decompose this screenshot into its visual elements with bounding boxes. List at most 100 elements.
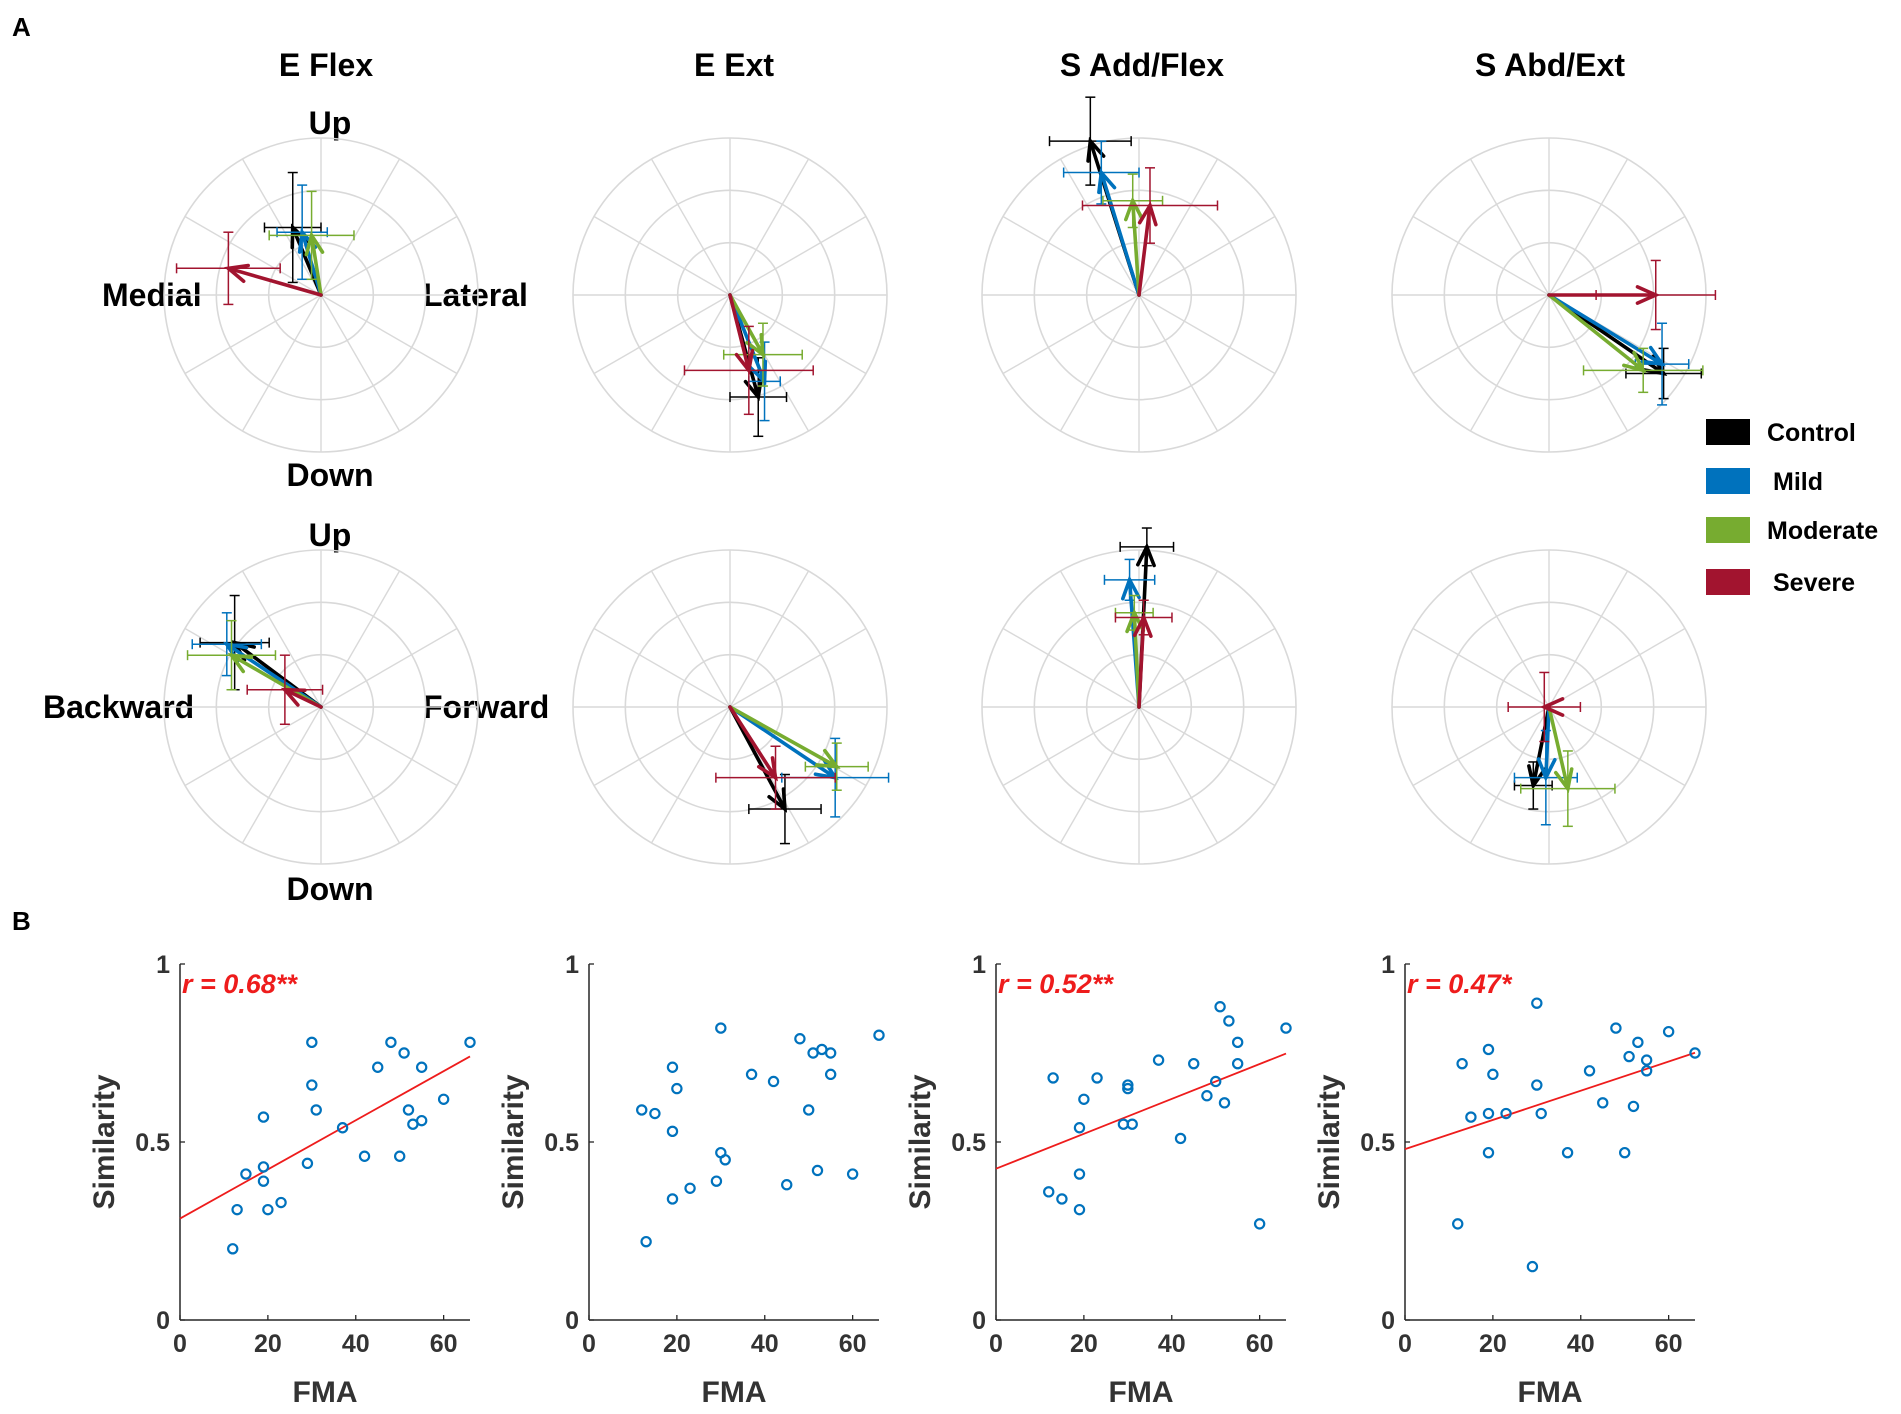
data-point [336, 1122, 349, 1134]
x-tick-label: 20 [1479, 1330, 1507, 1358]
y-tick-label: 0 [156, 1307, 170, 1335]
data-point [240, 1168, 252, 1180]
legend-swatch-moderate [1706, 517, 1750, 543]
vector-arrowhead [1086, 136, 1106, 163]
polar-grid-spoke [1138, 627, 1276, 708]
vector-arrowhead [1527, 764, 1547, 790]
polar-grid-spoke [241, 706, 322, 844]
data-point [640, 1235, 652, 1248]
vector-arrowhead [815, 748, 841, 769]
vector-arrowhead [1137, 201, 1158, 227]
data-point [464, 1036, 476, 1049]
data-point [846, 1168, 859, 1180]
vector-arrowhead [224, 263, 250, 284]
vector-shaft [1547, 705, 1570, 791]
polar-plot-6 [981, 527, 1297, 865]
polar-plot-7 [1391, 549, 1707, 865]
legend-swatch-mild [1706, 468, 1750, 494]
polar-grid-spoke [1548, 627, 1686, 708]
data-point [811, 1164, 824, 1177]
data-point [1174, 1132, 1187, 1145]
data-point [1056, 1193, 1068, 1205]
polar-grid-spoke [1059, 570, 1140, 708]
polar-grid-spoke [320, 158, 401, 296]
data-point [767, 1075, 780, 1088]
vector-arrowhead [1132, 613, 1153, 638]
x-tick-label: 60 [1655, 1330, 1683, 1358]
vector-arrowhead [748, 359, 768, 386]
data-point [666, 1061, 679, 1073]
label-down-top: Down [286, 457, 373, 493]
polar-plot-0 [163, 137, 479, 453]
data-point [301, 1157, 314, 1170]
vector-mild [1062, 140, 1141, 297]
vector-severe [175, 231, 323, 306]
y-axis-label: Similarity [497, 1074, 530, 1209]
scatter-plot-3: 0 20 40 60 0 0.5 1 FMA Similarity r = 0.47* [1313, 951, 1701, 1409]
polar-grid-spoke [1138, 294, 1219, 432]
polar-grid-spoke [1412, 215, 1550, 296]
data-point [257, 1161, 270, 1173]
polar-grid-spoke [729, 570, 810, 708]
polar-grid-spoke [650, 706, 731, 844]
data-point [385, 1036, 397, 1049]
data-point [745, 1068, 758, 1081]
y-tick-label: 0 [1381, 1307, 1395, 1335]
data-point [824, 1068, 837, 1081]
data-point [1531, 997, 1543, 1009]
polar-grid-spoke [593, 294, 731, 375]
polar-grid-spoke [1469, 706, 1550, 844]
polar-grid-spoke [320, 294, 401, 432]
data-point [1223, 1015, 1235, 1027]
data-point [1231, 1036, 1244, 1049]
y-tick-label: 0.5 [135, 1129, 170, 1157]
vector-shaft [1099, 170, 1141, 297]
polar-grid-spoke [1469, 294, 1550, 432]
legend-label-control: Control [1767, 419, 1856, 447]
y-tick-label: 1 [972, 951, 986, 979]
x-tick-label: 0 [173, 1330, 187, 1358]
vector-moderate [728, 705, 869, 791]
x-tick-label: 40 [342, 1330, 370, 1358]
data-point [1073, 1168, 1086, 1180]
data-point [1482, 1107, 1495, 1120]
vector-arrowhead [1622, 350, 1647, 374]
data-point [257, 1175, 270, 1187]
correlation-annotation: r = 0.68** [182, 969, 298, 999]
polar-grid-spoke [650, 158, 731, 296]
vector-arrowhead [304, 230, 325, 257]
data-point [666, 1193, 679, 1205]
polar-grid-spoke [1002, 215, 1140, 296]
polar-grid-spoke [320, 570, 401, 708]
data-point [1662, 1025, 1675, 1038]
data-point [1618, 1146, 1631, 1159]
data-point [231, 1203, 243, 1216]
vector-severe [1547, 259, 1717, 331]
data-point [781, 1179, 793, 1191]
x-tick-label: 0 [1398, 1330, 1412, 1358]
vector-arrowhead [1553, 767, 1574, 793]
data-point [437, 1093, 450, 1105]
polar-plot-4 [163, 549, 479, 865]
polar-grid-spoke [1059, 158, 1140, 296]
label-down-bottom: Down [286, 871, 373, 907]
column-title-e-ext: E Ext [694, 47, 774, 83]
data-point [1122, 1079, 1134, 1091]
data-point [1482, 1043, 1495, 1056]
x-tick-label: 20 [1070, 1330, 1098, 1358]
polar-grid-spoke [1138, 706, 1276, 787]
polar-grid-spoke [729, 215, 867, 296]
vector-arrowhead [1536, 757, 1557, 783]
column-title-s-abd-ext: S Abd/Ext [1475, 47, 1625, 83]
data-point [1152, 1054, 1165, 1066]
data-point [227, 1243, 239, 1255]
data-point [1452, 1218, 1464, 1230]
vector-shaft [1544, 705, 1551, 780]
label-up-top: Up [309, 105, 352, 141]
vector-arrowhead [280, 687, 307, 707]
vector-mild [728, 293, 781, 422]
polar-grid-spoke [1138, 215, 1276, 296]
legend-swatch-severe [1706, 569, 1750, 595]
data-point [1465, 1111, 1477, 1123]
vector-moderate [1547, 293, 1704, 394]
